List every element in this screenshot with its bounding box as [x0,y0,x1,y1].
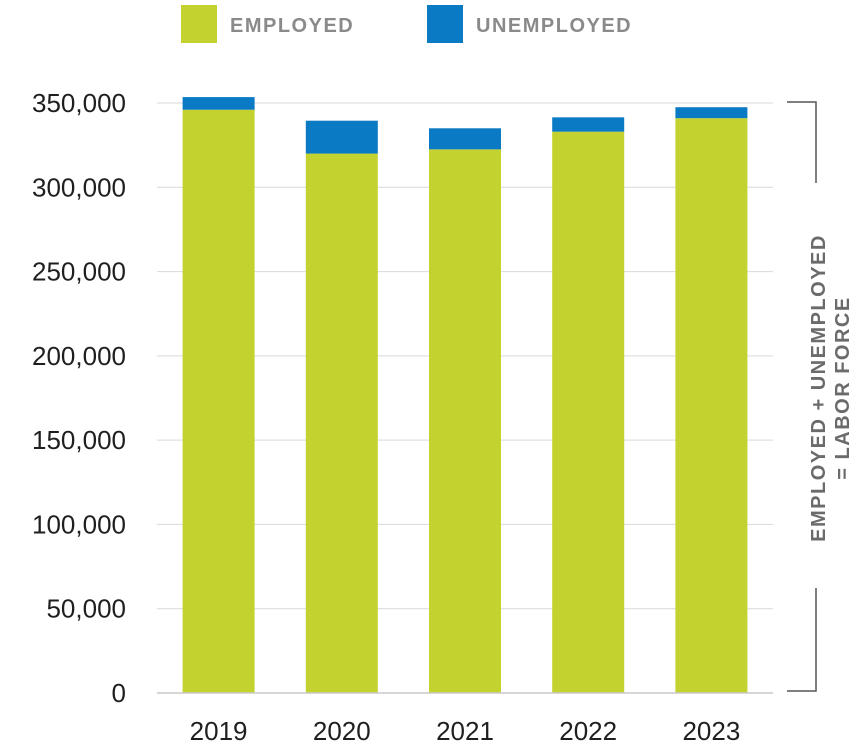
y-tick-label: 200,000 [32,341,126,371]
annotation-line2: = LABOR FORCE [832,296,850,479]
bar-employed-2019 [182,109,255,693]
bar-unemployed-2023 [675,107,748,119]
x-tick-label: 2021 [436,716,494,746]
bars [182,97,748,694]
bar-employed-2022 [552,131,625,693]
bar-employed-2020 [305,153,378,694]
y-axis-ticks: 0 50,000 100,000 150,000 200,000 250,000 300,0… [32,88,126,708]
bracket-bottom [787,588,817,692]
annotation-line1: EMPLOYED + UNEMPLOYED [808,234,830,542]
x-tick-label: 2022 [559,716,617,746]
bar-employed-2023 [675,118,748,693]
bar-unemployed-2020 [305,120,378,154]
bar-employed-2021 [429,149,501,693]
y-tick-label: 300,000 [32,172,126,202]
legend: EMPLOYED UNEMPLOYED [181,5,632,43]
bar-unemployed-2019 [182,97,255,110]
bracket-top [787,101,817,183]
labor-force-annotation: EMPLOYED + UNEMPLOYED = LABOR FORCE [808,234,850,542]
y-tick-label: 50,000 [46,594,126,624]
legend-label-unemployed: UNEMPLOYED [476,15,632,37]
labor-force-bracket [787,101,817,692]
legend-label-employed: EMPLOYED [230,15,354,37]
bar-unemployed-2021 [429,128,501,150]
y-tick-label: 150,000 [32,425,126,455]
legend-swatch-unemployed [427,5,463,43]
legend-swatch-employed [181,5,217,43]
x-axis-ticks: 2019 2020 2021 2022 2023 [190,716,741,746]
y-tick-label: 350,000 [32,88,126,118]
x-tick-label: 2020 [313,716,371,746]
y-tick-label: 0 [112,678,126,708]
y-tick-label: 100,000 [32,509,126,539]
x-tick-label: 2019 [190,716,248,746]
y-tick-label: 250,000 [32,257,126,287]
x-tick-label: 2023 [682,716,740,746]
bar-unemployed-2022 [552,117,625,132]
